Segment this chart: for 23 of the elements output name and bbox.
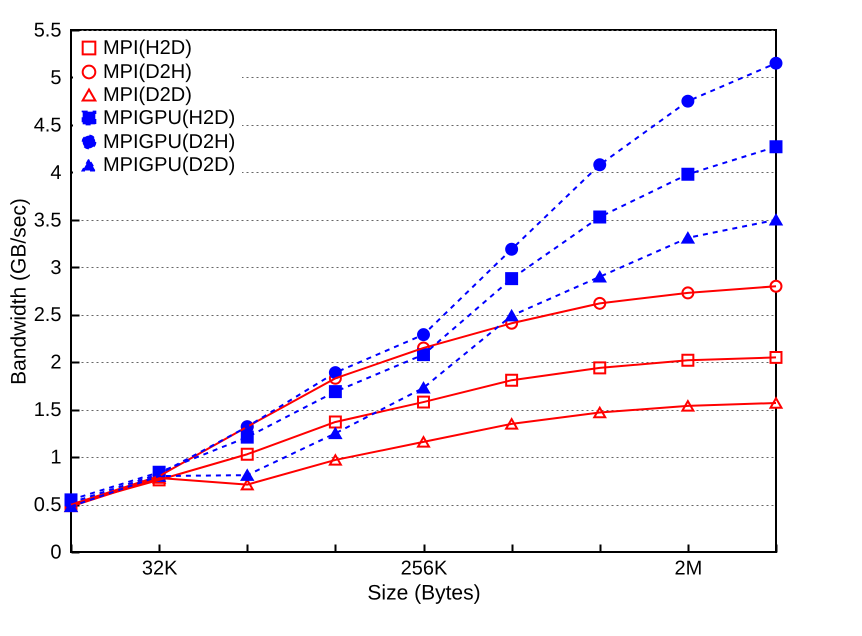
y-tick-label: 2 bbox=[50, 352, 62, 374]
y-tick-label: 3 bbox=[50, 256, 62, 279]
y-tick-label: 0.5 bbox=[34, 494, 62, 516]
y-axis-title: Bandwidth (GB/sec) bbox=[8, 198, 31, 385]
y-tick-label: 2.5 bbox=[34, 304, 62, 326]
legend-label: MPIGPU(H2D) bbox=[103, 107, 236, 129]
legend-label: MPIGPU(D2H) bbox=[103, 131, 236, 153]
legend-label: MPI(D2D) bbox=[103, 84, 192, 106]
y-tick-label: 4 bbox=[50, 162, 62, 184]
y-tick-label: 0 bbox=[50, 542, 62, 564]
y-tick-label: 1.5 bbox=[34, 399, 62, 422]
x-tick-label: 2M bbox=[674, 558, 702, 580]
legend-label: MPI(H2D) bbox=[103, 37, 192, 59]
legend-label: MPIGPU(D2D) bbox=[103, 154, 236, 176]
y-tick-label: 5 bbox=[50, 66, 62, 89]
y-tick-label: 1 bbox=[50, 446, 62, 469]
y-tick-label: 5.5 bbox=[34, 20, 62, 42]
x-axis-title: Size (Bytes) bbox=[367, 582, 481, 604]
legend-label: MPI(D2H) bbox=[103, 61, 192, 83]
x-tick-label: 256K bbox=[400, 558, 448, 580]
y-tick-label: 4.5 bbox=[34, 114, 62, 136]
y-tick-label: 3.5 bbox=[34, 209, 62, 232]
x-tick-label: 32K bbox=[142, 558, 178, 580]
